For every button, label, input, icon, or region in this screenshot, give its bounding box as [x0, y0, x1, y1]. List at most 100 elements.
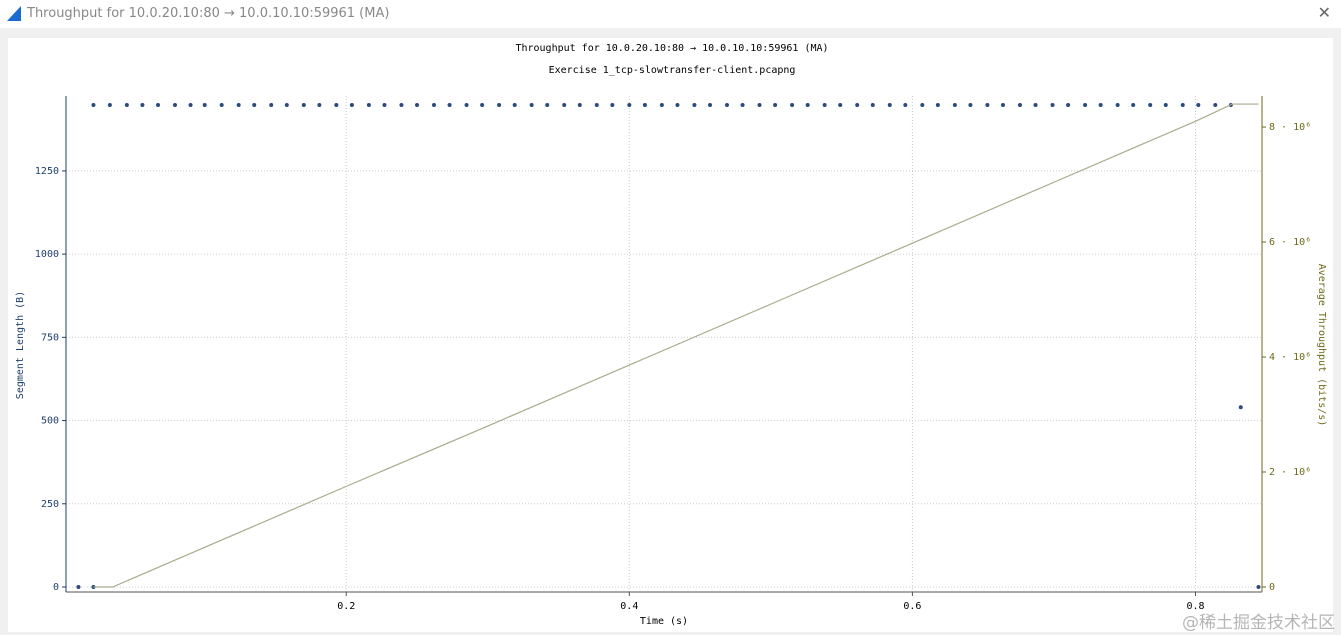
data-point: [642, 102, 647, 107]
data-point: [140, 102, 145, 107]
data-point: [366, 102, 371, 107]
data-point: [952, 102, 957, 107]
title-bar: Throughput for 10.0.20.10:80 → 10.0.10.1…: [0, 0, 1341, 28]
y-tick-label: 750: [41, 332, 59, 343]
x-tick-label: 0.2: [337, 601, 355, 612]
data-point: [236, 102, 241, 107]
x-tick-label: 0.6: [903, 601, 921, 612]
data-point: [887, 102, 892, 107]
x-tick-label: 0.4: [620, 601, 638, 612]
data-point: [432, 102, 436, 107]
data-point: [349, 102, 354, 107]
data-point: [1098, 102, 1103, 107]
data-point: [1148, 102, 1153, 107]
data-point: [838, 102, 843, 107]
data-point: [1033, 102, 1038, 107]
data-point: [480, 102, 485, 107]
data-point: [985, 102, 990, 107]
data-point: [675, 102, 680, 107]
y-tick-label: 250: [41, 499, 59, 510]
data-point: [903, 102, 908, 107]
plot-background: [8, 38, 1333, 632]
data-point: [1256, 585, 1261, 590]
data-point: [497, 102, 502, 107]
data-point: [252, 102, 257, 107]
data-point: [284, 102, 289, 107]
y-axis-label: Segment Length (B): [15, 291, 26, 399]
y2-tick-label: 0: [1269, 582, 1275, 593]
data-point: [107, 102, 112, 107]
data-point: [920, 102, 925, 107]
data-point: [805, 102, 810, 107]
data-point: [790, 102, 795, 107]
data-point: [529, 102, 534, 107]
data-point: [317, 102, 322, 107]
data-point: [773, 102, 778, 107]
data-point: [301, 102, 306, 107]
data-point: [1017, 102, 1022, 107]
data-point: [269, 102, 274, 107]
app-icon: [7, 6, 21, 21]
y2-tick-label: 8 · 10⁶: [1269, 122, 1311, 133]
data-point: [1180, 102, 1185, 107]
data-point: [202, 102, 207, 107]
window-title: Throughput for 10.0.20.10:80 → 10.0.10.1…: [27, 6, 390, 21]
x-tick-label: 0.8: [1186, 601, 1204, 612]
data-point: [935, 102, 940, 107]
y-tick-label: 500: [41, 416, 59, 427]
y2-tick-label: 2 · 10⁶: [1269, 467, 1311, 478]
close-button[interactable]: ✕: [1317, 3, 1331, 22]
data-point: [577, 102, 582, 107]
data-point: [76, 585, 81, 590]
data-point: [1238, 405, 1243, 410]
data-point: [156, 102, 160, 107]
data-point: [1115, 102, 1120, 107]
y-tick-label: 0: [53, 582, 59, 593]
data-point: [447, 102, 452, 107]
y2-tick-label: 6 · 10⁶: [1269, 237, 1311, 248]
data-point: [124, 102, 129, 107]
data-point: [464, 102, 469, 107]
data-point: [1213, 102, 1218, 107]
data-point: [708, 102, 712, 107]
data-point: [610, 102, 615, 107]
data-point: [757, 102, 762, 107]
watermark: @稀土掘金技术社区: [1182, 613, 1335, 633]
data-point: [172, 102, 177, 107]
data-point: [870, 102, 875, 107]
x-axis-label: Time (s): [640, 616, 688, 627]
data-point: [562, 102, 567, 107]
data-point: [968, 102, 973, 107]
data-point: [91, 102, 96, 107]
data-point: [512, 102, 517, 107]
data-point: [855, 102, 860, 107]
data-point: [1196, 102, 1201, 107]
data-point: [692, 102, 697, 107]
data-point: [724, 102, 729, 107]
data-point: [1000, 102, 1005, 107]
data-point: [594, 102, 599, 107]
data-point: [627, 102, 632, 107]
data-point: [545, 102, 550, 107]
data-point: [334, 102, 339, 107]
data-point: [415, 102, 420, 107]
y2-axis-label: Average Throughput (bits/s): [1316, 264, 1327, 427]
data-point: [219, 102, 224, 107]
data-point: [1163, 102, 1168, 107]
y2-tick-label: 4 · 10⁶: [1269, 352, 1311, 363]
y-tick-label: 1250: [35, 166, 59, 177]
data-point: [399, 102, 404, 107]
data-point: [382, 102, 387, 107]
chart-subtitle: Exercise 1_tcp-slowtransfer-client.pcapn…: [549, 65, 796, 76]
data-point: [1050, 102, 1055, 107]
data-point: [1083, 102, 1088, 107]
chart-title: Throughput for 10.0.20.10:80 → 10.0.10.1…: [515, 43, 828, 54]
y-tick-label: 1000: [35, 249, 59, 260]
line: [93, 103, 1259, 588]
data-point: [1131, 102, 1136, 107]
data-point: [822, 102, 827, 107]
data-point: [659, 102, 664, 107]
data-point: [1066, 102, 1071, 107]
